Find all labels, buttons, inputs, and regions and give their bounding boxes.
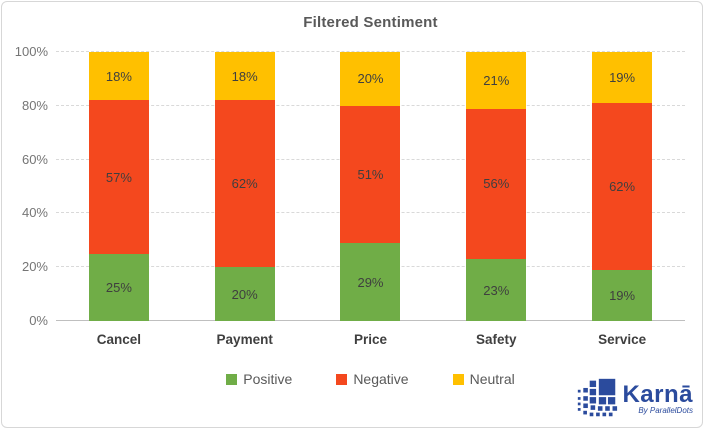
karna-logo-byline: By ParallelDots xyxy=(638,406,693,416)
data-label: 23% xyxy=(483,282,510,298)
plot-area: 25% 57% 18% 20% 62% 18% 29% 51% 20% 23% 56% 21% 19% 6… xyxy=(56,51,685,321)
data-label: 20% xyxy=(357,71,384,87)
data-label: 20% xyxy=(231,286,258,302)
data-label: 62% xyxy=(609,179,636,194)
data-label: 29% xyxy=(357,274,384,290)
category-label-price: Price xyxy=(353,332,387,347)
data-label: 25% xyxy=(105,279,132,295)
legend: Positive Negative Neutral xyxy=(56,371,685,387)
bar-segment-neutral: 20% xyxy=(340,52,401,106)
bar-column-service: 19% 62% 19% xyxy=(559,52,685,321)
bar-segment-negative: 57% xyxy=(88,100,149,254)
karna-logo-text-wrap: Karnā By ParallelDots xyxy=(622,370,693,415)
stacked-bar-cancel: 25% 57% 18% xyxy=(88,52,149,321)
legend-swatch-neutral xyxy=(452,373,464,385)
y-tick-label: 80% xyxy=(21,97,48,113)
category-label-cancel: Cancel xyxy=(96,332,142,347)
legend-item-positive: Positive xyxy=(226,371,292,387)
bar-segment-neutral: 18% xyxy=(88,52,149,101)
bar-segment-negative: 62% xyxy=(592,103,653,270)
bar-segment-positive: 25% xyxy=(88,253,149,321)
bar-segment-negative: 51% xyxy=(340,105,401,243)
karna-logo: Karnā By ParallelDots xyxy=(576,370,693,421)
data-label: 56% xyxy=(483,176,510,192)
bar-segment-positive: 19% xyxy=(592,269,653,321)
legend-label: Positive xyxy=(243,371,293,387)
karna-logo-icon xyxy=(578,378,618,417)
data-label: 62% xyxy=(231,176,258,192)
gridline-100 xyxy=(56,51,685,52)
stacked-bar-payment: 20% 62% 18% xyxy=(214,52,275,321)
category-label-payment: Payment xyxy=(216,332,273,347)
y-tick-label: 0% xyxy=(29,313,48,328)
data-label: 51% xyxy=(357,166,384,182)
legend-label: Negative xyxy=(353,371,409,387)
legend-item-neutral: Neutral xyxy=(452,371,515,387)
category-label-safety: Safety xyxy=(476,332,517,347)
bar-segment-negative: 56% xyxy=(466,108,527,260)
y-axis: 0% 20% 40% 60% 80% 100% xyxy=(2,44,48,328)
bar-segment-neutral: 19% xyxy=(592,52,653,104)
bar-segment-positive: 29% xyxy=(340,243,401,321)
data-label: 57% xyxy=(105,169,132,185)
bar-column-payment: 20% 62% 18% xyxy=(182,52,308,321)
data-label: 18% xyxy=(105,68,132,84)
bar-segment-positive: 23% xyxy=(466,259,527,321)
y-tick-label: 20% xyxy=(21,259,48,275)
legend-swatch-positive xyxy=(226,373,238,385)
y-tick-label: 40% xyxy=(21,205,48,221)
stacked-bar-price: 29% 51% 20% xyxy=(340,52,401,321)
legend-item-negative: Negative xyxy=(336,371,409,387)
data-label: 19% xyxy=(609,287,636,303)
bar-column-price: 29% 51% 20% xyxy=(308,52,434,321)
data-label: 21% xyxy=(483,72,510,88)
bar-segment-negative: 62% xyxy=(214,100,275,268)
category-label-service: Service xyxy=(598,332,647,347)
bar-segment-neutral: 21% xyxy=(466,52,527,109)
data-label: 18% xyxy=(231,68,258,84)
stacked-bar-service: 19% 62% 19% xyxy=(592,52,653,321)
y-tick-label: 60% xyxy=(21,151,48,167)
stacked-bar-safety: 23% 56% 21% xyxy=(466,52,527,321)
chart-title: Filtered Sentiment xyxy=(303,14,438,31)
karna-logo-text: Karnā xyxy=(622,381,693,408)
bar-column-safety: 23% 56% 21% xyxy=(433,52,559,321)
legend-swatch-negative xyxy=(336,373,348,385)
bar-segment-positive: 20% xyxy=(214,267,275,321)
data-label: 19% xyxy=(609,70,636,86)
bars-container: 25% 57% 18% 20% 62% 18% 29% 51% 20% 23% 56% 21% 19% 6… xyxy=(56,52,685,321)
legend-label: Neutral xyxy=(469,371,515,387)
bar-column-cancel: 25% 57% 18% xyxy=(56,52,182,321)
x-axis-category-labels: Cancel Payment Price Safety Service xyxy=(56,332,685,347)
y-tick-label: 100% xyxy=(14,44,48,59)
bar-segment-neutral: 18% xyxy=(214,52,275,101)
